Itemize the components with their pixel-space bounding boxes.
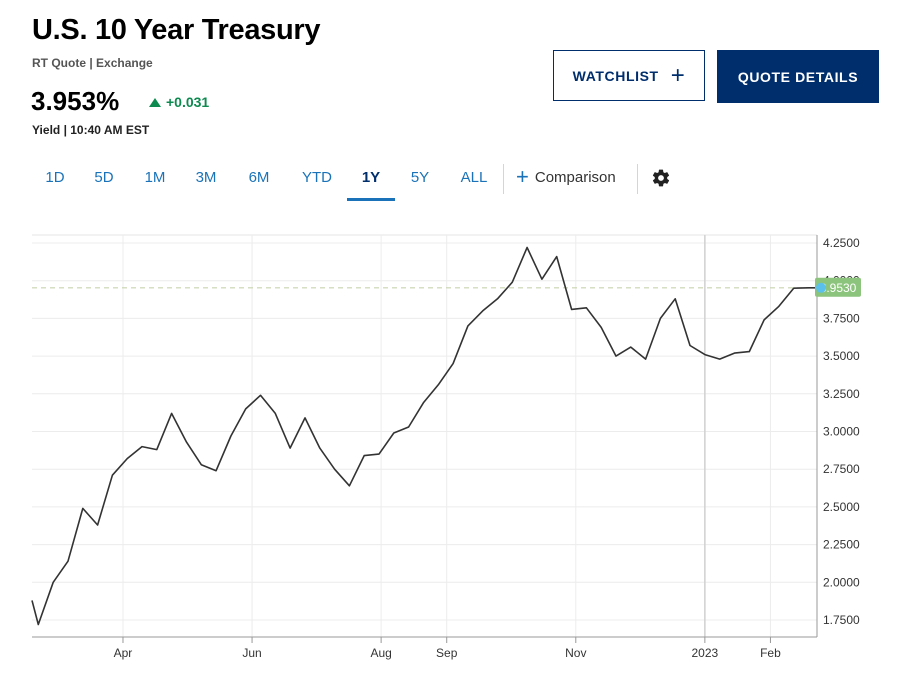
- tab-1y[interactable]: 1Y: [347, 160, 395, 201]
- comparison-label: Comparison: [534, 168, 616, 186]
- tab-all[interactable]: ALL: [460, 169, 488, 186]
- tab-ytd[interactable]: YTD: [302, 169, 332, 186]
- tab-5y[interactable]: 5Y: [410, 169, 430, 186]
- quote-details-button[interactable]: QUOTE DETAILS: [717, 50, 879, 103]
- gear-icon[interactable]: [651, 168, 671, 188]
- page-title: U.S. 10 Year Treasury: [32, 14, 321, 46]
- triangle-up-icon: [149, 97, 161, 107]
- quote-timestamp: Yield | 10:40 AM EST: [32, 123, 150, 137]
- time-range-tabs: 1D 5D 1M 3M 6M YTD 1Y 5Y ALL: [0, 160, 910, 202]
- tab-1d[interactable]: 1D: [45, 169, 65, 186]
- yield-series-line: [31, 246, 817, 626]
- plus-icon: +: [670, 61, 686, 89]
- watchlist-button[interactable]: WATCHLIST +: [553, 50, 705, 101]
- current-value-label: 3.9530: [820, 281, 857, 295]
- price-change: +0.031: [149, 94, 209, 110]
- y-tick-label: 4.2500: [823, 236, 860, 250]
- tab-6m[interactable]: 6M: [248, 169, 270, 186]
- y-tick-label: 3.5000: [823, 349, 860, 363]
- y-tick-label: 2.0000: [823, 575, 860, 589]
- tab-5d[interactable]: 5D: [94, 169, 114, 186]
- last-price: 3.953%: [31, 86, 120, 116]
- y-tick-label: 2.2500: [823, 538, 860, 552]
- x-tick-label: Jun: [242, 646, 261, 660]
- x-tick-label: Feb: [760, 646, 781, 660]
- quote-source: RT Quote | Exchange: [32, 56, 153, 70]
- y-tick-label: 3.0000: [823, 425, 860, 439]
- tab-divider: [503, 164, 504, 194]
- y-tick-label: 1.7500: [823, 613, 860, 627]
- quote-details-label: QUOTE DETAILS: [737, 68, 859, 85]
- x-tick-label: Aug: [370, 646, 391, 660]
- tab-3m[interactable]: 3M: [195, 169, 217, 186]
- comparison-button[interactable]: + Comparison: [516, 166, 616, 188]
- current-value-dot: [816, 282, 826, 293]
- y-tick-label: 3.2500: [823, 387, 860, 401]
- watchlist-button-label: WATCHLIST: [572, 67, 659, 84]
- tab-1m[interactable]: 1M: [144, 169, 166, 186]
- current-value-badge-bg: [815, 277, 861, 297]
- x-tick-label: Sep: [436, 646, 458, 660]
- y-tick-label: 2.7500: [823, 462, 860, 476]
- yield-line-chart: 1.7500 2.0000 2.2500 2.5000 2.7500 3.0000 3.25…: [31, 234, 861, 660]
- settings-divider: [637, 164, 638, 194]
- x-tick-label: Apr: [114, 646, 133, 660]
- y-tick-label: 3.7500: [823, 311, 860, 325]
- x-tick-label: Nov: [565, 646, 586, 660]
- plus-icon: +: [516, 164, 529, 189]
- x-tick-label: 2023: [692, 646, 719, 660]
- price-change-value: +0.031: [166, 94, 210, 110]
- y-tick-label: 2.5000: [823, 500, 860, 514]
- current-value-badge: 3.9530: [815, 277, 861, 297]
